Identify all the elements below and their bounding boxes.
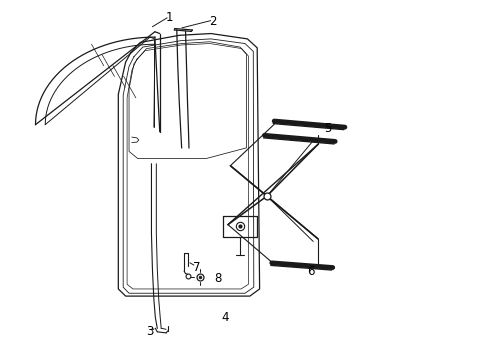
- Text: 3: 3: [147, 325, 154, 338]
- Text: 7: 7: [193, 261, 200, 274]
- Text: 8: 8: [215, 272, 222, 285]
- Text: 4: 4: [222, 311, 229, 324]
- Text: 1: 1: [166, 11, 173, 24]
- Text: 2: 2: [210, 14, 217, 27]
- Text: 5: 5: [324, 122, 332, 135]
- Text: 6: 6: [307, 265, 315, 278]
